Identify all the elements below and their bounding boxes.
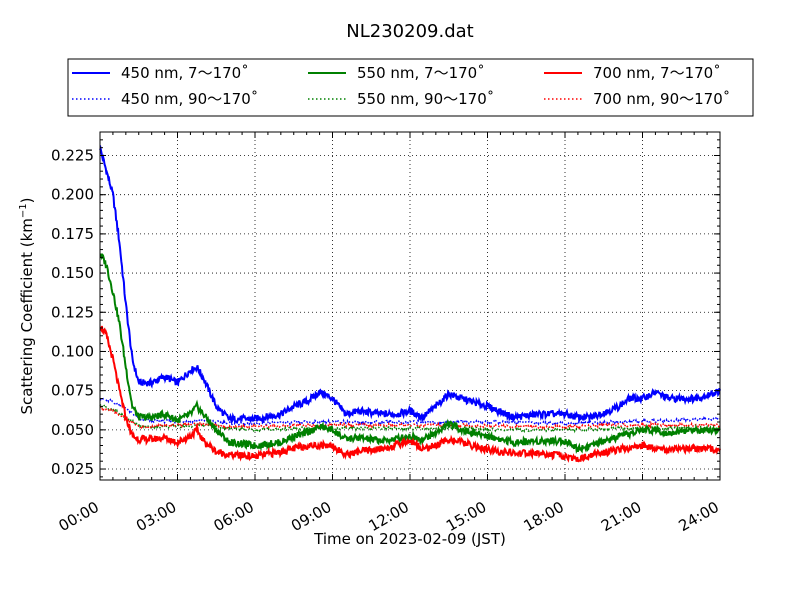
y-tick-label: 0.200 <box>51 186 94 204</box>
y-axis-label-close: ) <box>18 197 36 203</box>
legend-label-3: 550 nm, 90～170˚ <box>357 90 494 108</box>
x-tick-label: 06:00 <box>211 498 257 535</box>
legend-label-2: 550 nm, 7～170˚ <box>357 64 485 82</box>
legend-frame <box>67 58 754 117</box>
y-axis-label: Scattering Coefficient (km−1) <box>18 197 36 414</box>
chart-title: NL230209.dat <box>346 21 473 42</box>
y-tick-labels: 0.025 0.050 0.075 0.100 0.125 0.150 0.175 0.200… <box>51 147 94 479</box>
y-tick-label: 0.125 <box>51 303 94 321</box>
y-tick-label: 0.150 <box>51 264 94 282</box>
x-tick-label: 00:00 <box>56 498 102 535</box>
y-tick-label: 0.175 <box>51 225 94 243</box>
x-tick-label: 18:00 <box>521 498 567 535</box>
x-tick-label: 03:00 <box>133 498 179 535</box>
grid <box>99 132 721 480</box>
y-tick-label: 0.050 <box>51 421 94 439</box>
legend-label-4: 700 nm, 7～170˚ <box>593 64 721 82</box>
series-line-3 <box>99 402 721 434</box>
legend-label-5: 700 nm, 90～170˚ <box>593 90 730 108</box>
series-line-5 <box>99 405 721 431</box>
series-line-0 <box>99 144 721 425</box>
plot-frame <box>99 131 721 481</box>
legend-label-1: 450 nm, 90～170˚ <box>121 90 258 108</box>
series-layer <box>99 144 721 463</box>
y-tick-label: 0.225 <box>51 147 94 165</box>
x-tick-label: 21:00 <box>598 498 644 535</box>
series-line-4 <box>99 325 721 463</box>
series-line-2 <box>99 253 721 454</box>
y-axis-label-main: Scattering Coefficient (km <box>18 218 36 414</box>
legend-label-0: 450 nm, 7～170˚ <box>121 64 249 82</box>
y-tick-label: 0.075 <box>51 382 94 400</box>
y-tick-label: 0.025 <box>51 460 94 478</box>
series-line-1 <box>100 396 721 428</box>
x-axis-label: Time on 2023-02-09 (JST) <box>313 530 506 548</box>
legend: 450 nm, 7～170˚ 450 nm, 90～170˚ 550 nm, 7～1… <box>67 58 754 117</box>
y-axis-label-unit-exponent: −1 <box>18 203 29 218</box>
x-tick-label: 24:00 <box>676 498 722 535</box>
y-tick-label: 0.100 <box>51 342 94 360</box>
